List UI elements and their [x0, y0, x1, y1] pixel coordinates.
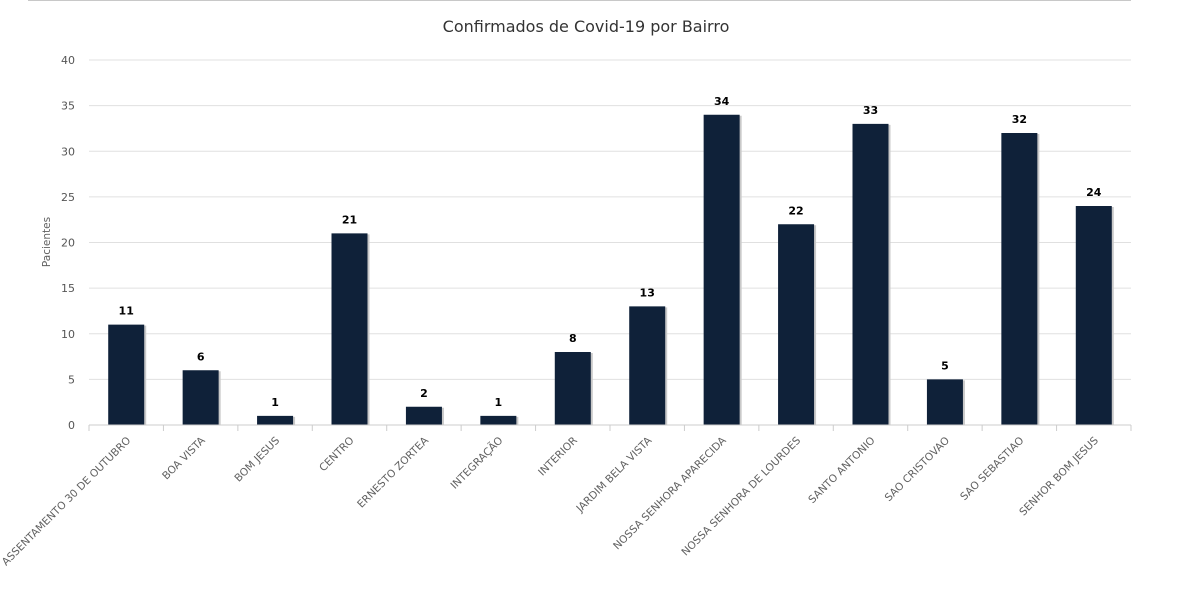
data-label: 1 — [271, 396, 279, 409]
y-tick-label: 0 — [68, 419, 75, 432]
bar[interactable] — [1075, 206, 1112, 425]
bar[interactable] — [554, 352, 591, 425]
bar[interactable] — [629, 306, 666, 425]
data-label: 2 — [420, 387, 428, 400]
data-label: 11 — [119, 305, 134, 318]
chart-title: Confirmados de Covid-19 por Bairro — [443, 17, 730, 36]
data-label: 8 — [569, 332, 577, 345]
x-tick-label: NOSSA SENHORA DE LOURDES — [679, 434, 803, 558]
bar[interactable] — [852, 123, 889, 425]
y-tick-label: 15 — [61, 282, 75, 295]
x-tick-label: SAO SEBASTIAO — [958, 435, 1026, 503]
data-label: 32 — [1012, 113, 1027, 126]
x-tick-label: BOM JESUS — [232, 434, 282, 484]
bar[interactable] — [926, 379, 963, 425]
y-tick-label: 10 — [61, 328, 75, 341]
x-tick-label: INTERIOR — [536, 435, 580, 479]
x-tick-label: ASSENTAMENTO 30 DE OUTUBRO — [0, 435, 133, 569]
top-divider — [28, 0, 1131, 1]
data-label: 22 — [788, 204, 803, 217]
x-tick-label: SAO CRISTOVAO — [883, 435, 952, 504]
data-label: 34 — [714, 95, 730, 108]
gridlines — [89, 59, 1131, 380]
data-label: 5 — [941, 359, 949, 372]
y-axis-ticks: 0 5 10 15 20 25 30 35 40 — [61, 54, 75, 432]
data-label: 13 — [640, 286, 655, 299]
x-tick-label: BOA VISTA — [160, 434, 208, 482]
x-tick-label: SANTO ANTONIO — [806, 435, 877, 506]
bar[interactable] — [703, 114, 740, 425]
bar[interactable] — [778, 224, 815, 425]
x-tick-label: SENHOR BOM JESUS — [1017, 434, 1101, 518]
y-tick-label: 5 — [68, 373, 75, 386]
x-tick-label: INTEGRAÇÃO — [448, 434, 506, 492]
y-tick-label: 25 — [61, 191, 75, 204]
bars — [108, 114, 1114, 425]
bar[interactable] — [331, 233, 368, 425]
y-tick-label: 30 — [61, 145, 75, 158]
y-tick-label: 40 — [61, 54, 75, 67]
y-tick-label: 20 — [61, 237, 75, 250]
bar[interactable] — [182, 370, 219, 425]
x-tick-label: ERNESTO ZORTEA — [355, 434, 431, 510]
data-label: 6 — [197, 350, 205, 363]
data-label: 21 — [342, 213, 357, 226]
y-axis-label: Pacientes — [41, 217, 53, 267]
bar[interactable] — [1001, 133, 1038, 425]
y-tick-label: 35 — [61, 100, 75, 113]
data-label: 24 — [1086, 186, 1102, 199]
data-label: 33 — [863, 104, 878, 117]
x-tick-label: JARDIM BELA VISTA — [574, 434, 655, 515]
bar[interactable] — [257, 415, 294, 425]
data-label: 1 — [495, 396, 503, 409]
x-axis: ASSENTAMENTO 30 DE OUTUBRO BOA VISTA BOM J… — [0, 424, 1132, 569]
bar[interactable] — [480, 415, 517, 425]
bar[interactable] — [108, 324, 145, 425]
x-tick-label: CENTRO — [317, 435, 356, 474]
bar[interactable] — [405, 406, 442, 425]
